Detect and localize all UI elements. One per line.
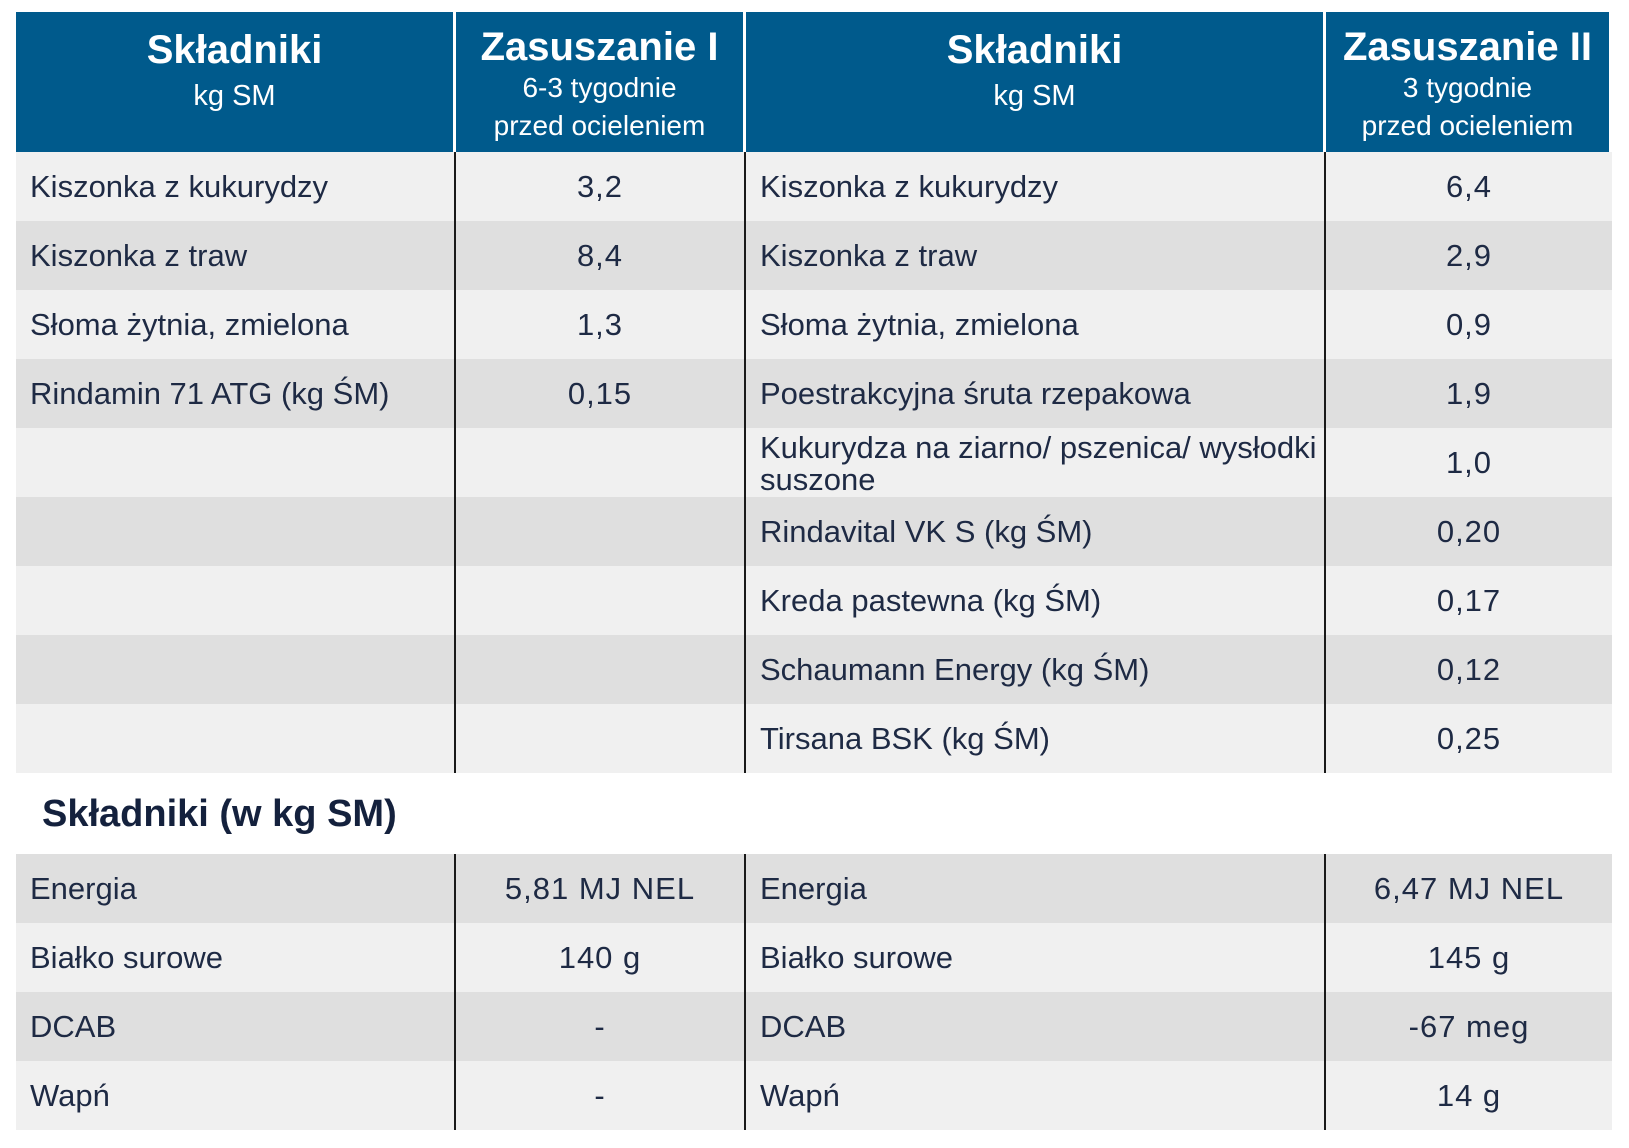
table-cell: -67 meg [1326, 992, 1612, 1061]
table-cell: 6,47 MJ NEL [1326, 854, 1612, 923]
header-ingredients-2-unit: kg SM [993, 80, 1076, 112]
table-cell: Schaumann Energy (kg ŚM) [746, 635, 1326, 704]
table-cell [16, 566, 456, 635]
table-cell: Białko surowe [16, 923, 456, 992]
table-cell: Kiszonka z kukurydzy [16, 152, 456, 221]
table-cell: Energia [16, 854, 456, 923]
table-cell: Białko surowe [746, 923, 1326, 992]
header-dry-period-1-before-calving: przed ocieleniem [493, 110, 706, 141]
table-cell: Kiszonka z traw [746, 221, 1326, 290]
table-cell: Energia [746, 854, 1326, 923]
table-cell [16, 704, 456, 773]
table-cell: 2,9 [1326, 221, 1612, 290]
table-cell [16, 428, 456, 497]
header-ingredients-2: Składniki kg SM [746, 12, 1326, 152]
table-cell: Poestrakcyjna śruta rzepakowa [746, 359, 1326, 428]
table-cell: 0,20 [1326, 497, 1612, 566]
table-cell: DCAB [16, 992, 456, 1061]
table-cell: Słoma żytnia, zmielona [16, 290, 456, 359]
table-cell: Kiszonka z traw [16, 221, 456, 290]
table-cell: 0,17 [1326, 566, 1612, 635]
table-cell [16, 497, 456, 566]
table-cell: 0,15 [456, 359, 746, 428]
table-cell [456, 497, 746, 566]
header-dry-period-2-before-calving: przed ocieleniem [1361, 110, 1574, 141]
table-cell: Wapń [746, 1061, 1326, 1130]
header-dry-period-1: Zasuszanie I 6-3 tygodnie przed ocieleni… [456, 12, 746, 152]
table-cell: Rindavital VK S (kg ŚM) [746, 497, 1326, 566]
table-cell: 145 g [1326, 923, 1612, 992]
header-dry-period-2-weeks: 3 tygodnie [1402, 72, 1533, 103]
table-cell: 3,2 [456, 152, 746, 221]
table-cell: 8,4 [456, 221, 746, 290]
table-cell: Kreda pastewna (kg ŚM) [746, 566, 1326, 635]
table-cell: Kukurydza na ziarno/ pszenica/ wysłodki … [746, 428, 1326, 497]
table-cell [456, 428, 746, 497]
table-cell: Kiszonka z kukurydzy [746, 152, 1326, 221]
table-cell: DCAB [746, 992, 1326, 1061]
table-cell: - [456, 1061, 746, 1130]
header-ingredients-1-title: Składniki [146, 28, 323, 72]
table-cell: Rindamin 71 ATG (kg ŚM) [16, 359, 456, 428]
table-cell [456, 704, 746, 773]
header-ingredients-2-title: Składniki [946, 28, 1123, 72]
table-cell: Wapń [16, 1061, 456, 1130]
table-cell: 14 g [1326, 1061, 1612, 1130]
table-cell: 0,25 [1326, 704, 1612, 773]
nutrients-section-title: Składniki (w kg SM) [42, 793, 397, 835]
header-dry-period-1-weeks: 6-3 tygodnie [522, 72, 677, 103]
table-cell: Słoma żytnia, zmielona [746, 290, 1326, 359]
table-cell: 0,12 [1326, 635, 1612, 704]
table-cell: 1,3 [456, 290, 746, 359]
header-dry-period-2-title: Zasuszanie II [1343, 25, 1592, 69]
table-cell: - [456, 992, 746, 1061]
header-dry-period-2: Zasuszanie II 3 tygodnie przed ocielenie… [1326, 12, 1612, 152]
header-ingredients-1: Składniki kg SM [16, 12, 456, 152]
nutrients-table: Energia 5,81 MJ NEL Energia 6,47 MJ NEL … [16, 854, 1612, 1130]
table-cell: 6,4 [1326, 152, 1612, 221]
ingredients-table: Składniki kg SM Zasuszanie I 6-3 tygodni… [16, 12, 1612, 773]
table-cell [16, 635, 456, 704]
header-dry-period-1-title: Zasuszanie I [480, 25, 719, 69]
header-ingredients-1-unit: kg SM [193, 80, 276, 112]
table-cell [456, 566, 746, 635]
table-cell: 0,9 [1326, 290, 1612, 359]
table-cell: 1,0 [1326, 428, 1612, 497]
table-cell [456, 635, 746, 704]
table-cell: 5,81 MJ NEL [456, 854, 746, 923]
table-cell: 140 g [456, 923, 746, 992]
table-cell: Tirsana BSK (kg ŚM) [746, 704, 1326, 773]
table-cell: 1,9 [1326, 359, 1612, 428]
